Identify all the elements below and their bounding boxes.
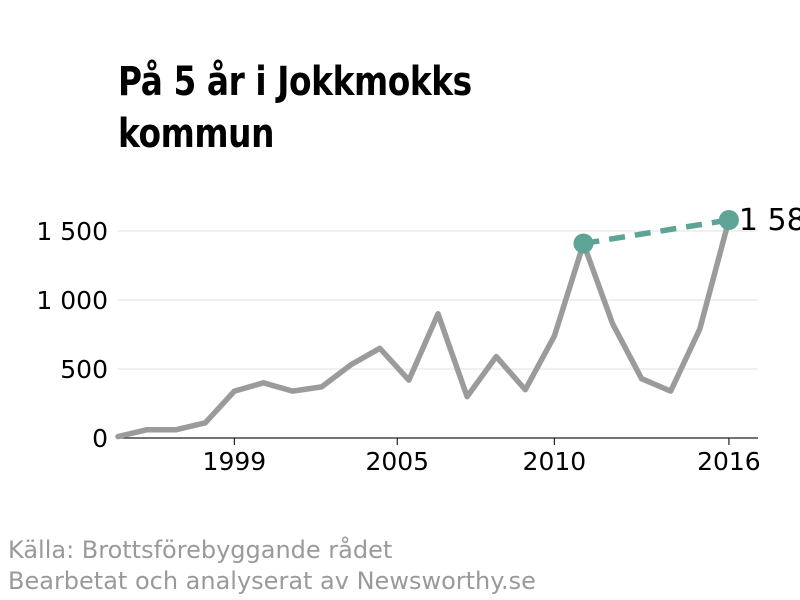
source-note: Källa: Brottsförebyggande rådet Bearbeta… — [8, 535, 536, 597]
x-tick-label: 2010 — [523, 447, 587, 476]
gridlines — [118, 230, 758, 370]
y-tick-label: 1 000 — [36, 286, 108, 315]
x-tick-label: 2005 — [365, 447, 429, 476]
series — [115, 217, 732, 440]
y-tick-label: 1 500 — [36, 217, 108, 246]
highlight-start-point — [573, 233, 594, 254]
highlight-dashed-line — [583, 217, 730, 247]
source-line-2: Bearbetat och analyserat av Newsworthy.s… — [8, 567, 536, 595]
chart-title: På 5 år i Jokkmokks kommun — [118, 59, 472, 157]
highlight-value-label: 1 58 — [739, 203, 800, 238]
y-tick-label: 0 — [92, 424, 108, 453]
x-tick-label: 1999 — [203, 447, 267, 476]
highlight-end-point — [718, 210, 739, 230]
source-line-1: Källa: Brottsförebyggande rådet — [8, 536, 393, 564]
series-line — [115, 217, 732, 440]
x-tick-label: 2016 — [697, 447, 761, 476]
y-tick-label: 500 — [60, 355, 108, 384]
highlight: 1 58 — [573, 203, 800, 254]
axes: 0 500 1 000 1 500 1999 2005 2010 2016 — [36, 217, 760, 476]
